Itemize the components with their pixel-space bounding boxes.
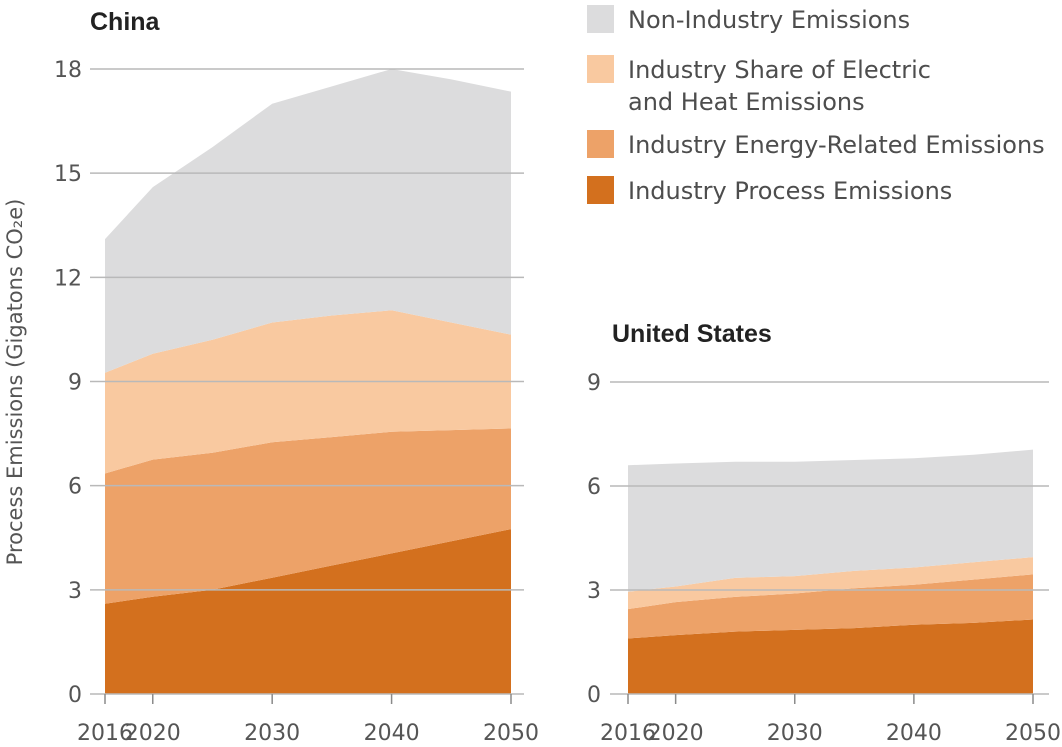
y-tick-label: 3: [68, 579, 82, 604]
y-tick-label: 9: [68, 371, 82, 396]
x-tick-label: 2030: [767, 721, 823, 746]
x-tick-label: 2016: [600, 721, 656, 746]
legend-swatch: [587, 130, 614, 158]
y-tick-label: 9: [587, 371, 601, 396]
area-industry-process-emissions: [628, 619, 1033, 694]
legend: Non-Industry Emissions Industry Share of …: [587, 5, 1045, 205]
x-tick-label: 2040: [886, 721, 942, 746]
x-tick-label: 2020: [648, 721, 704, 746]
x-tick-label: 2050: [483, 721, 539, 746]
y-tick-label: 15: [54, 162, 82, 187]
legend-item-non-industry-emissions: Non-Industry Emissions: [587, 5, 910, 34]
legend-item-industry-share-of-electric-and-heat-emissions: Industry Share of Electric and Heat Emiss…: [587, 55, 931, 116]
y-tick-label: 18: [54, 58, 82, 83]
y-tick-label: 6: [587, 475, 601, 500]
legend-item-industry-energy-related-emissions: Industry Energy-Related Emissions: [587, 130, 1045, 159]
legend-label: and Heat Emissions: [628, 88, 865, 116]
y-tick-label: 0: [587, 683, 601, 708]
y-tick-label: 0: [68, 683, 82, 708]
legend-swatch: [587, 176, 614, 204]
x-tick-label: 2050: [1005, 721, 1061, 746]
x-tick-label: 2040: [364, 721, 420, 746]
y-tick-label: 6: [68, 475, 82, 500]
y-tick-label: 12: [54, 266, 82, 291]
chart-title: China: [90, 8, 161, 36]
legend-label: Industry Process Emissions: [628, 177, 952, 205]
legend-item-industry-process-emissions: Industry Process Emissions: [587, 176, 952, 205]
legend-swatch: [587, 5, 614, 33]
area-industry-share-of-electric-and-heat-emissions: [105, 310, 511, 474]
y-axis-label: Process Emissions (Gigatons CO₂e): [3, 199, 27, 566]
area-non-industry-emissions: [105, 69, 511, 373]
area-non-industry-emissions: [628, 449, 1033, 592]
x-tick-label: 2016: [77, 721, 133, 746]
area-industry-process-emissions: [105, 529, 511, 694]
legend-label: Industry Share of Electric: [628, 56, 931, 84]
legend-label: Industry Energy-Related Emissions: [628, 131, 1045, 159]
x-tick-label: 2030: [244, 721, 300, 746]
legend-swatch: [587, 55, 614, 83]
chart-title: United States: [612, 320, 772, 348]
y-tick-label: 3: [587, 579, 601, 604]
area-industry-energy-related-emissions: [105, 428, 511, 604]
x-tick-label: 2020: [125, 721, 181, 746]
legend-label: Non-Industry Emissions: [628, 6, 910, 34]
area-industry-share-of-electric-and-heat-emissions: [628, 557, 1033, 610]
